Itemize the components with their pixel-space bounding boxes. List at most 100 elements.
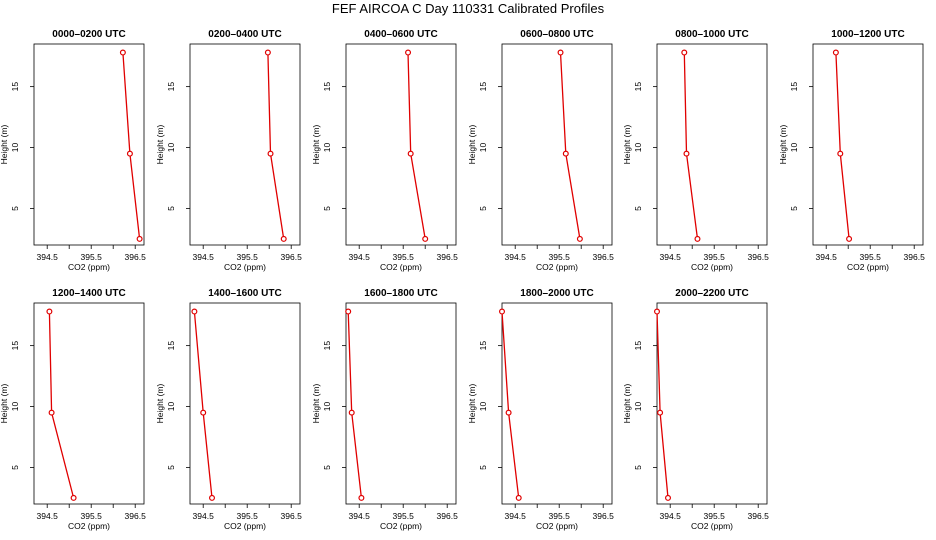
data-point [505, 409, 512, 416]
data-point [46, 308, 53, 315]
panel-title: 0800–1000 UTC [675, 29, 748, 40]
plot-frame [345, 302, 457, 505]
x-axis-label: CO2 (ppm) [68, 262, 110, 272]
plot-frame [656, 302, 768, 505]
y-tick-label: 15 [10, 82, 20, 92]
x-tick-label: 396.5 [593, 511, 615, 521]
y-tick-label: 10 [10, 143, 20, 153]
y-tick-label: 15 [166, 82, 176, 92]
panel-2: 0400–0600 UTC 394.5 395.5 396.5 5 10 15 CO2 (pp… [311, 29, 458, 272]
plot-frame [33, 43, 145, 246]
x-tick-label: 394.5 [193, 511, 215, 521]
x-tick-label: 396.5 [281, 252, 303, 262]
data-point [422, 235, 429, 242]
data-point [405, 49, 412, 56]
x-tick-label: 394.5 [505, 252, 527, 262]
x-tick-label: 394.5 [37, 511, 59, 521]
panel-title: 0600–0800 UTC [520, 29, 593, 40]
x-tick-label: 394.5 [816, 252, 838, 262]
y-tick-label: 5 [322, 206, 332, 211]
plot-frame [656, 43, 768, 246]
y-tick-label: 5 [633, 465, 643, 470]
profile-line [835, 52, 850, 239]
y-tick-label: 5 [478, 206, 488, 211]
x-tick-label: 396.5 [748, 252, 770, 262]
y-tick-label: 10 [478, 143, 488, 153]
y-tick-label: 10 [166, 143, 176, 153]
y-tick-label: 5 [633, 206, 643, 211]
panel-title: 2000–2200 UTC [675, 288, 748, 299]
x-tick-label: 395.5 [237, 252, 259, 262]
panel-6: 1200–1400 UTC 394.5 395.5 396.5 5 10 15 CO2 (pp… [0, 288, 146, 531]
plot-frame [189, 43, 301, 246]
x-tick-label: 394.5 [660, 252, 682, 262]
data-point [200, 409, 207, 416]
y-tick-label: 10 [10, 402, 20, 412]
y-axis-label: Height (m) [155, 125, 165, 165]
profile-line [193, 311, 213, 498]
plot-frame [501, 43, 613, 246]
x-tick-label: 395.5 [81, 252, 103, 262]
profile-line [407, 52, 426, 240]
x-tick-label: 395.5 [237, 511, 259, 521]
data-point [681, 49, 688, 56]
y-axis-label: Height (m) [311, 125, 321, 165]
panel-10: 2000–2200 UTC 394.5 395.5 396.5 5 10 15 CO2 (pp… [622, 288, 769, 531]
x-tick-label: 394.5 [193, 252, 215, 262]
x-tick-label: 395.5 [704, 252, 726, 262]
panel-8: 1600–1800 UTC 394.5 395.5 396.5 5 10 15 CO2 (pp… [311, 288, 458, 531]
plot-frame [501, 302, 613, 505]
x-tick-label: 396.5 [904, 252, 926, 262]
panel-title: 0200–0400 UTC [208, 29, 281, 40]
x-tick-label: 394.5 [660, 511, 682, 521]
data-point [48, 409, 55, 416]
x-axis-label: CO2 (ppm) [536, 262, 578, 272]
panel-3: 0600–0800 UTC 394.5 395.5 396.5 5 10 15 CO2 (pp… [467, 29, 614, 272]
data-point [348, 409, 355, 416]
x-tick-label: 394.5 [505, 511, 527, 521]
data-point [191, 308, 198, 315]
profile-line [122, 52, 141, 239]
data-point [694, 235, 701, 242]
panel-title: 1200–1400 UTC [52, 288, 125, 299]
y-tick-label: 15 [322, 341, 332, 351]
y-tick-label: 15 [633, 82, 643, 92]
x-tick-label: 394.5 [349, 252, 371, 262]
data-point [280, 235, 287, 242]
y-tick-label: 15 [478, 341, 488, 351]
profile-line [559, 52, 581, 240]
data-point [358, 494, 365, 501]
x-tick-label: 396.5 [748, 511, 770, 521]
y-axis-label: Height (m) [0, 125, 9, 165]
y-tick-label: 5 [10, 206, 20, 211]
x-axis-label: CO2 (ppm) [68, 521, 110, 531]
data-point [345, 308, 352, 315]
y-tick-label: 15 [789, 82, 799, 92]
y-tick-label: 10 [166, 402, 176, 412]
x-tick-label: 396.5 [125, 252, 147, 262]
y-axis-label: Height (m) [0, 384, 9, 424]
y-tick-label: 10 [322, 402, 332, 412]
data-point [267, 150, 274, 157]
data-point [837, 150, 844, 157]
panel-4: 0800–1000 UTC 394.5 395.5 396.5 5 10 15 CO2 (pp… [622, 29, 769, 272]
x-tick-label: 396.5 [281, 511, 303, 521]
x-axis-label: CO2 (ppm) [224, 262, 266, 272]
y-tick-label: 15 [10, 341, 20, 351]
panel-7: 1400–1600 UTC 394.5 395.5 396.5 5 10 15 CO2 (pp… [155, 288, 302, 531]
data-point [576, 235, 583, 242]
profile-line [267, 52, 285, 239]
x-axis-label: CO2 (ppm) [224, 521, 266, 531]
panel-0: 0000–0200 UTC 394.5 395.5 396.5 5 10 15 CO2 (pp… [0, 29, 146, 272]
plot-frame [33, 302, 145, 505]
data-point [562, 150, 569, 157]
data-point [557, 49, 564, 56]
x-tick-label: 396.5 [437, 252, 459, 262]
x-tick-label: 395.5 [860, 252, 882, 262]
x-tick-label: 395.5 [81, 511, 103, 521]
y-tick-label: 5 [322, 465, 332, 470]
data-point [499, 308, 506, 315]
y-axis-label: Height (m) [155, 384, 165, 424]
y-tick-label: 10 [789, 143, 799, 153]
